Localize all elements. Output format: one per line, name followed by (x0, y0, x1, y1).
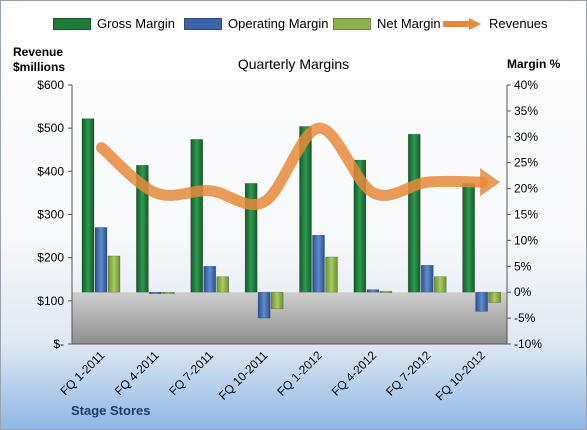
right-tick-label: 40% (514, 78, 538, 92)
net-margin-bar (162, 291, 175, 295)
legend-swatch-net-margin (333, 17, 371, 30)
category-label: FQ 1-2011 (57, 348, 107, 398)
revenues-arrowhead (480, 168, 501, 197)
floor-region (72, 292, 507, 344)
left-tick-label: $400 (37, 164, 64, 178)
net-margin-bar (379, 290, 393, 293)
legend-label-revenues: Revenues (489, 16, 548, 31)
net-margin-bar (270, 291, 284, 310)
legend-item-gross-margin: Gross Margin (53, 16, 175, 31)
net-margin-bar (216, 276, 230, 293)
operating-margin-bar (366, 289, 380, 293)
gross-margin-bar (81, 118, 95, 293)
left-tick-label: $300 (37, 208, 64, 222)
right-tick-label: 35% (514, 104, 538, 118)
right-tick-label: 30% (514, 130, 538, 144)
legend-label-operating-margin: Operating Margin (228, 16, 329, 31)
gross-margin-bar (299, 126, 312, 293)
operating-margin-bar (94, 227, 108, 293)
legend-swatch-operating-margin (184, 17, 222, 30)
right-axis-title: Margin % (507, 57, 561, 71)
gross-margin-bar (136, 164, 149, 293)
category-label: FQ 7-2012 (383, 348, 434, 399)
category-label: FQ 10-2011 (216, 348, 271, 403)
operating-margin-bar (420, 264, 434, 293)
operating-margin-bar (312, 234, 325, 293)
left-tick-label: $100 (37, 294, 64, 308)
legend-label-net-margin: Net Margin (377, 16, 441, 31)
category-label: FQ 4-2012 (329, 348, 380, 399)
legend-swatch-revenues (443, 17, 481, 30)
category-label: FQ 7-2011 (166, 348, 216, 398)
gross-margin-bar (353, 159, 367, 293)
left-tick-label: $600 (37, 78, 64, 92)
operating-margin-bar (257, 291, 271, 319)
left-axis-title-line-1: Revenue (13, 45, 64, 59)
net-margin-bar (325, 256, 338, 293)
operating-margin-bar (475, 291, 488, 312)
right-tick-label: 10% (514, 233, 538, 247)
category-label: FQ 4-2011 (112, 348, 162, 398)
legend-item-operating-margin: Operating Margin (184, 16, 328, 31)
right-tick-label: 5% (514, 259, 532, 273)
legend-label-gross-margin: Gross Margin (97, 16, 176, 31)
left-axis-title-line-2: $millions (13, 60, 66, 74)
gross-margin-bar (244, 183, 258, 293)
net-margin-bar (107, 255, 121, 293)
right-tick-label: 20% (514, 182, 538, 196)
legend-swatch-gross-margin (53, 17, 91, 30)
operating-margin-bar (203, 265, 217, 293)
right-tick-label: -5% (514, 311, 536, 325)
net-margin-bar (488, 291, 501, 303)
left-tick-label: $500 (37, 121, 64, 135)
category-label: FQ 10-2012 (433, 348, 488, 403)
left-axis-title: Revenue $millions (13, 45, 65, 75)
legend-item-net-margin: Net Margin (333, 16, 441, 31)
legend-item-revenues: Revenues (441, 16, 548, 31)
company-label: Stage Stores (71, 403, 151, 418)
legend: Gross Margin Operating Margin Net Margin… (1, 16, 586, 38)
gross-margin-bar (462, 183, 475, 293)
right-tick-label: -10% (514, 337, 542, 351)
left-tick-label: $- (53, 337, 64, 351)
gross-margin-bar (190, 139, 204, 293)
net-margin-bar (433, 276, 447, 293)
category-label: FQ 1-2012 (274, 348, 325, 399)
operating-margin-bar (149, 291, 162, 295)
right-tick-label: 25% (514, 156, 538, 170)
chart-title: Quarterly Margins (237, 56, 350, 72)
gross-margin-bar (407, 133, 421, 293)
revenues-line (96, 122, 488, 211)
right-tick-label: 0% (514, 285, 532, 299)
left-tick-label: $200 (37, 251, 64, 265)
right-tick-label: 15% (514, 208, 538, 222)
